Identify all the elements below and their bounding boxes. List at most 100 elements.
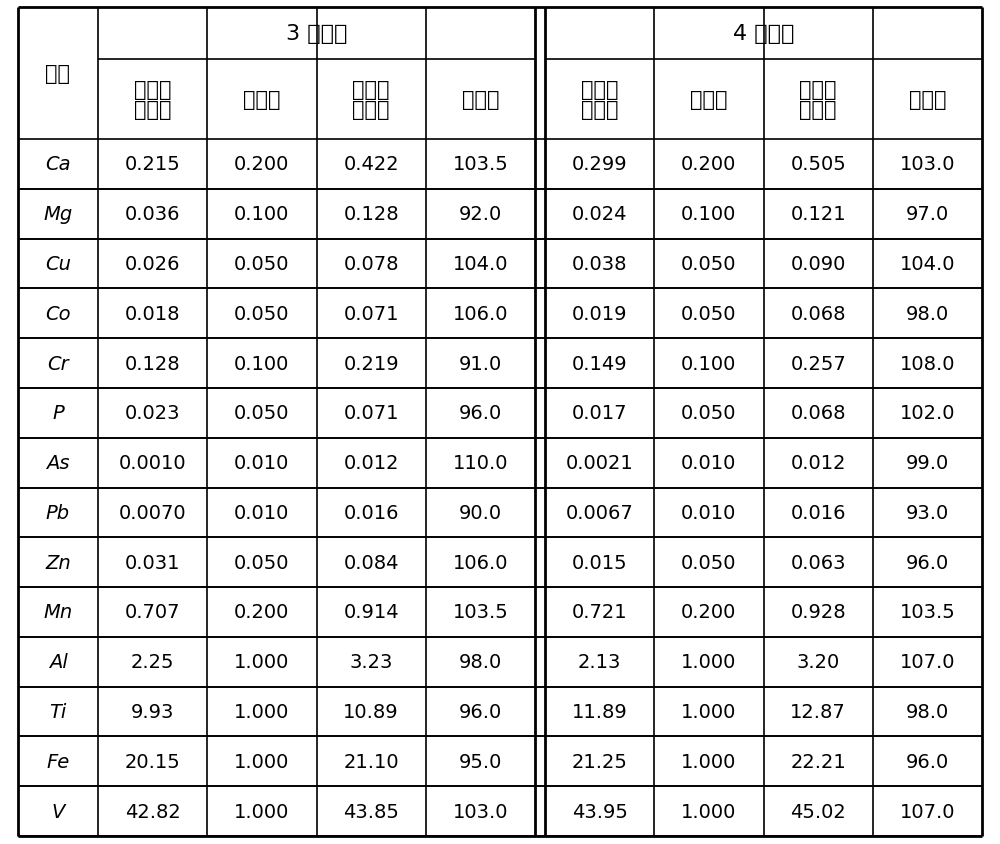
Text: 3 号试样: 3 号试样 xyxy=(286,24,347,44)
Text: 0.068: 0.068 xyxy=(790,305,846,323)
Text: 20.15: 20.15 xyxy=(125,752,180,771)
Text: 0.010: 0.010 xyxy=(681,453,737,473)
Text: 测定值: 测定值 xyxy=(581,100,618,120)
Text: 106.0: 106.0 xyxy=(453,305,508,323)
Text: 103.5: 103.5 xyxy=(900,603,955,622)
Text: 3.20: 3.20 xyxy=(796,652,840,672)
Text: Fe: Fe xyxy=(46,752,70,771)
Text: 96.0: 96.0 xyxy=(459,702,502,721)
Text: Mn: Mn xyxy=(43,603,73,622)
Text: 0.050: 0.050 xyxy=(234,255,290,273)
Text: 0.016: 0.016 xyxy=(343,503,399,522)
Text: 0.200: 0.200 xyxy=(681,155,737,174)
Text: 0.071: 0.071 xyxy=(343,305,399,323)
Text: 10.89: 10.89 xyxy=(343,702,399,721)
Text: 90.0: 90.0 xyxy=(459,503,502,522)
Text: Mg: Mg xyxy=(43,205,73,224)
Text: 0.100: 0.100 xyxy=(234,354,290,373)
Text: 0.012: 0.012 xyxy=(343,453,399,473)
Text: 93.0: 93.0 xyxy=(906,503,949,522)
Text: 2.25: 2.25 xyxy=(131,652,174,672)
Text: Ti: Ti xyxy=(49,702,67,721)
Text: Cr: Cr xyxy=(47,354,69,373)
Text: 0.100: 0.100 xyxy=(681,354,737,373)
Text: 0.215: 0.215 xyxy=(125,155,180,174)
Text: 43.95: 43.95 xyxy=(572,802,628,820)
Text: 1.000: 1.000 xyxy=(681,752,737,771)
Text: 104.0: 104.0 xyxy=(900,255,955,273)
Text: Pb: Pb xyxy=(46,503,70,522)
Text: 9.93: 9.93 xyxy=(131,702,174,721)
Text: 42.82: 42.82 xyxy=(125,802,180,820)
Text: Cu: Cu xyxy=(45,255,71,273)
Text: 0.019: 0.019 xyxy=(572,305,627,323)
Text: Al: Al xyxy=(49,652,67,672)
Text: 0.071: 0.071 xyxy=(343,403,399,423)
Text: 0.707: 0.707 xyxy=(125,603,180,622)
Text: 11.89: 11.89 xyxy=(572,702,628,721)
Text: 98.0: 98.0 xyxy=(906,702,949,721)
Text: 0.016: 0.016 xyxy=(790,503,846,522)
Text: Zn: Zn xyxy=(45,553,71,572)
Text: 0.036: 0.036 xyxy=(125,205,180,224)
Text: 加标量: 加标量 xyxy=(690,90,728,110)
Text: 104.0: 104.0 xyxy=(453,255,508,273)
Text: 95.0: 95.0 xyxy=(459,752,502,771)
Text: As: As xyxy=(46,453,70,473)
Text: 0.149: 0.149 xyxy=(572,354,627,373)
Text: 0.050: 0.050 xyxy=(681,305,737,323)
Text: 98.0: 98.0 xyxy=(906,305,949,323)
Text: 3.23: 3.23 xyxy=(349,652,393,672)
Text: 0.063: 0.063 xyxy=(790,553,846,572)
Text: 0.050: 0.050 xyxy=(681,553,737,572)
Text: 0.010: 0.010 xyxy=(234,453,290,473)
Text: 91.0: 91.0 xyxy=(459,354,502,373)
Text: 0.0070: 0.0070 xyxy=(119,503,186,522)
Text: 0.024: 0.024 xyxy=(572,205,627,224)
Text: 0.200: 0.200 xyxy=(234,603,290,622)
Text: 96.0: 96.0 xyxy=(459,403,502,423)
Text: 0.721: 0.721 xyxy=(572,603,627,622)
Text: P: P xyxy=(52,403,64,423)
Text: 加标前: 加标前 xyxy=(134,80,171,100)
Text: 0.299: 0.299 xyxy=(572,155,627,174)
Text: 0.200: 0.200 xyxy=(234,155,290,174)
Text: 1.000: 1.000 xyxy=(681,802,737,820)
Text: 2.13: 2.13 xyxy=(578,652,621,672)
Text: 0.050: 0.050 xyxy=(681,255,737,273)
Text: 回收率: 回收率 xyxy=(462,90,499,110)
Text: 回收率: 回收率 xyxy=(909,90,946,110)
Text: 110.0: 110.0 xyxy=(453,453,508,473)
Text: 0.0021: 0.0021 xyxy=(566,453,634,473)
Text: 加标前: 加标前 xyxy=(581,80,618,100)
Text: 107.0: 107.0 xyxy=(900,652,955,672)
Text: 0.038: 0.038 xyxy=(572,255,627,273)
Text: 0.023: 0.023 xyxy=(125,403,180,423)
Text: 108.0: 108.0 xyxy=(900,354,955,373)
Text: Co: Co xyxy=(45,305,71,323)
Text: 测定值: 测定值 xyxy=(134,100,171,120)
Text: 96.0: 96.0 xyxy=(906,752,949,771)
Text: 21.25: 21.25 xyxy=(572,752,628,771)
Text: 0.078: 0.078 xyxy=(343,255,399,273)
Text: 1.000: 1.000 xyxy=(234,802,290,820)
Text: 加标后: 加标后 xyxy=(352,80,390,100)
Text: 106.0: 106.0 xyxy=(453,553,508,572)
Text: 元素: 元素 xyxy=(46,64,70,84)
Text: 1.000: 1.000 xyxy=(234,652,290,672)
Text: 103.0: 103.0 xyxy=(453,802,508,820)
Text: 0.050: 0.050 xyxy=(234,553,290,572)
Text: 1.000: 1.000 xyxy=(234,752,290,771)
Text: 加标后: 加标后 xyxy=(799,80,837,100)
Text: 0.010: 0.010 xyxy=(681,503,737,522)
Text: 45.02: 45.02 xyxy=(790,802,846,820)
Text: 92.0: 92.0 xyxy=(459,205,502,224)
Text: 0.914: 0.914 xyxy=(343,603,399,622)
Text: 0.012: 0.012 xyxy=(790,453,846,473)
Text: 0.050: 0.050 xyxy=(681,403,737,423)
Text: 0.928: 0.928 xyxy=(790,603,846,622)
Text: 0.128: 0.128 xyxy=(125,354,180,373)
Text: 1.000: 1.000 xyxy=(681,702,737,721)
Text: 22.21: 22.21 xyxy=(790,752,846,771)
Text: 0.0010: 0.0010 xyxy=(119,453,186,473)
